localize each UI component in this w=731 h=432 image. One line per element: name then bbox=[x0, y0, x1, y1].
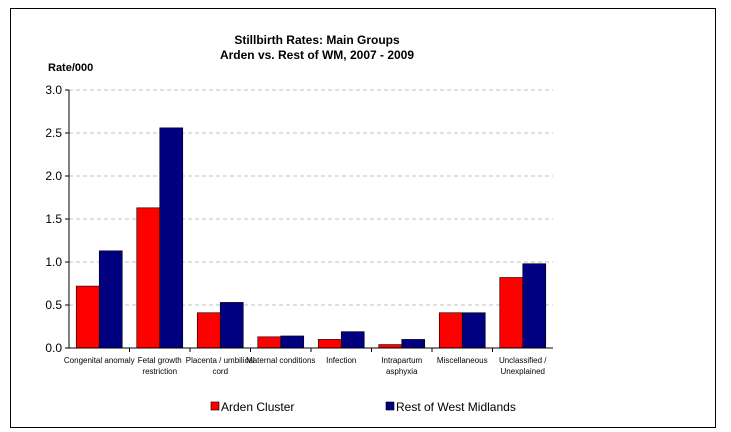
x-category-label: Unexplained bbox=[501, 367, 545, 376]
y-axis-label: Rate/000 bbox=[48, 62, 93, 74]
bar bbox=[461, 312, 486, 349]
x-category-label: Infection bbox=[326, 356, 356, 365]
x-category-label: asphyxia bbox=[386, 367, 418, 376]
bars bbox=[75, 127, 547, 349]
bar bbox=[522, 263, 547, 349]
axes bbox=[65, 89, 553, 352]
x-category-label: Miscellaneous bbox=[437, 356, 488, 365]
x-category-label: Placenta / umbilical bbox=[186, 356, 255, 365]
bar bbox=[75, 285, 100, 349]
legend: Arden Cluster Rest of West Midlands bbox=[210, 400, 516, 414]
y-tick-label: 1.5 bbox=[45, 212, 62, 226]
bar bbox=[438, 312, 463, 349]
legend-swatch bbox=[385, 401, 395, 411]
x-category-label: Congenital anomaly bbox=[64, 356, 135, 365]
bar bbox=[159, 127, 184, 349]
chart-title: Stillbirth Rates: Main Groups bbox=[234, 33, 400, 47]
chart-frame: Stillbirth Rates: Main Groups Arden vs. … bbox=[10, 8, 716, 428]
bar bbox=[136, 207, 161, 349]
chart-svg: Stillbirth Rates: Main Groups Arden vs. … bbox=[45, 33, 553, 414]
y-tick-label: 2.0 bbox=[45, 169, 62, 183]
x-category-label: Maternal conditions bbox=[246, 356, 315, 365]
x-category-label: restriction bbox=[142, 367, 177, 376]
bar bbox=[257, 336, 282, 349]
bar bbox=[378, 344, 403, 349]
legend-label: Arden Cluster bbox=[221, 400, 294, 414]
bar bbox=[340, 331, 365, 349]
y-tick-labels: 0.0 0.5 1.0 1.5 2.0 2.5 3.0 bbox=[45, 83, 62, 355]
category-labels: Congenital anomaly Fetal growth restrictio… bbox=[64, 356, 547, 376]
bar bbox=[98, 250, 123, 349]
y-tick-label: 0.0 bbox=[45, 341, 62, 355]
x-category-label: cord bbox=[212, 367, 228, 376]
x-category-label: Fetal growth bbox=[138, 356, 182, 365]
bar bbox=[499, 277, 524, 349]
bar bbox=[401, 339, 426, 349]
y-tick-label: 1.0 bbox=[45, 255, 62, 269]
legend-swatch bbox=[210, 401, 220, 411]
y-tick-label: 2.5 bbox=[45, 126, 62, 140]
legend-label: Rest of West Midlands bbox=[396, 400, 516, 414]
x-category-label: Unclassified / bbox=[499, 356, 547, 365]
bar bbox=[219, 302, 244, 349]
x-category-label: Intrapartum bbox=[381, 356, 422, 365]
bar bbox=[280, 335, 305, 349]
bar bbox=[317, 339, 342, 349]
y-tick-label: 0.5 bbox=[45, 298, 62, 312]
bar bbox=[196, 312, 221, 349]
chart-subtitle: Arden vs. Rest of WM, 2007 - 2009 bbox=[220, 48, 414, 62]
y-tick-label: 3.0 bbox=[45, 83, 62, 97]
